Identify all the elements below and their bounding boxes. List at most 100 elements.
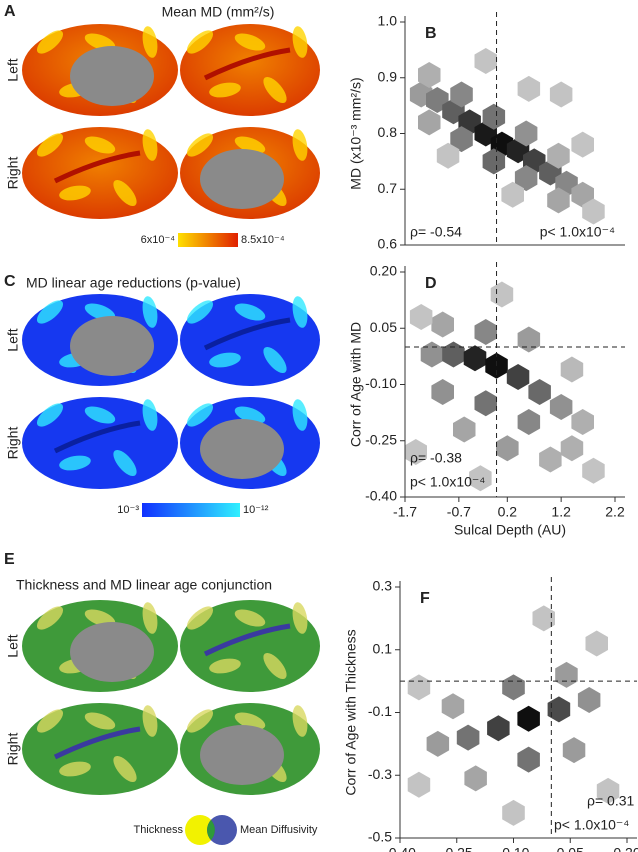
hexbin-cell <box>464 765 487 792</box>
sylvian-fissure <box>53 420 141 454</box>
brain-pattern <box>263 652 287 680</box>
y-axis-label: MD (x10⁻³ mm²/s) <box>348 77 364 189</box>
y-axis-label: Corr of Age with MD <box>348 322 364 447</box>
brain-pattern <box>292 26 308 58</box>
panel-title: MD linear age reductions (p-value) <box>26 275 241 291</box>
hexbin-cell <box>436 142 460 169</box>
brain-pattern <box>186 30 214 54</box>
y-tick-label: 0.7 <box>378 180 398 196</box>
hexbin-cell <box>450 81 473 108</box>
hexbin-cell <box>514 165 538 192</box>
hexbin-cell <box>502 674 525 701</box>
row-label: Right <box>5 427 21 460</box>
medial-wall <box>200 725 284 785</box>
annotation: p< 1.0x10⁻⁴ <box>410 474 485 490</box>
panel-letter: D <box>425 275 437 292</box>
hexbin-cell <box>469 465 492 492</box>
plot-area <box>407 605 620 826</box>
row-label: Right <box>5 733 21 766</box>
brain-pattern <box>142 399 158 431</box>
brain-pattern <box>186 133 214 157</box>
hexbin-cell <box>517 409 541 435</box>
brain-pattern <box>142 296 158 328</box>
colorbar-label: 8.5x10⁻⁴ <box>241 234 285 246</box>
chart: 0.6 0.7 0.8 0.9 1.0 MD (x10⁻³ mm²/s) Bρ= -0.54… <box>348 12 625 252</box>
y-tick-label: -0.10 <box>365 375 397 391</box>
brain <box>180 24 320 116</box>
y-tick-label: -0.1 <box>368 703 392 719</box>
hexbin-cell <box>571 181 594 208</box>
brain-pattern <box>209 352 241 368</box>
x-tick-label: 0.05 <box>557 845 584 852</box>
hexbin-cell <box>407 771 431 798</box>
brain-pattern <box>292 399 308 431</box>
brain <box>180 397 320 489</box>
annotation: p< 1.0x10⁻⁴ <box>540 224 615 240</box>
hexbin-cell <box>496 435 519 462</box>
brain-pattern <box>59 761 91 777</box>
chart: -0.5 -0.3 -0.1 0.1 0.3 -0.40 -0.25 -0.10 0.05 0.2… <box>343 577 638 852</box>
y-tick-label: 0.05 <box>370 319 397 335</box>
hexbin-cell <box>450 126 473 153</box>
brain-pattern <box>142 705 158 737</box>
legend-label: Thickness <box>133 824 183 836</box>
panel-letter: F <box>420 590 430 607</box>
legend-overlap <box>207 820 215 840</box>
brain-pattern <box>113 449 137 477</box>
brain-panels: A Mean MD (mm²/s) Left Right 6x10⁻⁴ 8.5x10⁻⁴ C… <box>4 3 320 845</box>
colorbar-label: 6x10⁻⁴ <box>141 234 176 246</box>
hexbin-cell <box>517 705 540 732</box>
annotation: p< 1.0x10⁻⁴ <box>554 817 629 833</box>
legend-circle <box>207 815 237 845</box>
hexbin-cell <box>596 777 620 804</box>
x-tick-label: -0.10 <box>498 845 530 852</box>
brain-pattern <box>234 303 266 321</box>
y-tick-label: 0.8 <box>378 124 398 140</box>
hexbin-cell <box>418 62 441 88</box>
sylvian-fissure <box>203 317 291 351</box>
x-tick-label: -0.25 <box>441 845 473 852</box>
x-tick-label: 1.2 <box>551 504 571 520</box>
brain-pattern <box>36 709 64 733</box>
hexbin-cell <box>456 724 480 751</box>
y-tick-label: 0.3 <box>373 578 393 594</box>
brain-pattern <box>292 129 308 161</box>
plot-area <box>405 281 605 492</box>
hexbin-cell <box>549 394 573 420</box>
hexbin-cell <box>547 142 570 169</box>
brain-pattern <box>263 346 287 374</box>
hexbin-cell <box>418 109 441 136</box>
chart: 0.20 0.05 -0.10 -0.25 -0.40-1.7 -0.7 0.2 1.2 2.2… <box>348 262 625 538</box>
colorbar <box>142 503 240 517</box>
row-label: Left <box>5 58 21 81</box>
brain-pattern <box>292 602 308 634</box>
medial-wall <box>200 419 284 479</box>
x-tick-label: 0.2 <box>498 504 518 520</box>
hexbin-cell <box>463 345 487 372</box>
brain-pattern <box>84 406 116 424</box>
y-axis-label: Corr of Age with Thickness <box>343 629 359 795</box>
hexbin-cell <box>441 693 465 720</box>
brain <box>180 703 320 795</box>
hexbin-cell <box>560 435 584 462</box>
hexbin-cell <box>474 319 497 345</box>
panel-letter: A <box>4 3 16 20</box>
hexbin-cell <box>517 746 540 773</box>
brain-pattern <box>36 403 64 427</box>
hexbin-cell <box>482 148 506 175</box>
annotation: ρ= -0.54 <box>410 224 462 240</box>
brain-pattern <box>84 712 116 730</box>
brain-pattern <box>113 755 137 783</box>
x-axis-label: Sulcal Depth (AU) <box>454 522 566 538</box>
hexbin-cell <box>517 326 541 353</box>
y-tick-label: 0.20 <box>370 263 397 279</box>
colorbar-label: 10⁻³ <box>117 504 139 516</box>
hexbin-cell <box>547 187 570 214</box>
hexbin-panels: 0.6 0.7 0.8 0.9 1.0 MD (x10⁻³ mm²/s) Bρ= -0.54… <box>343 12 638 852</box>
hexbin-cell <box>517 75 541 102</box>
panel-letter: E <box>4 551 15 568</box>
brain-pattern <box>186 606 214 630</box>
brain-pattern <box>59 185 91 201</box>
x-tick-label: -1.7 <box>393 504 417 520</box>
brain <box>22 294 178 386</box>
